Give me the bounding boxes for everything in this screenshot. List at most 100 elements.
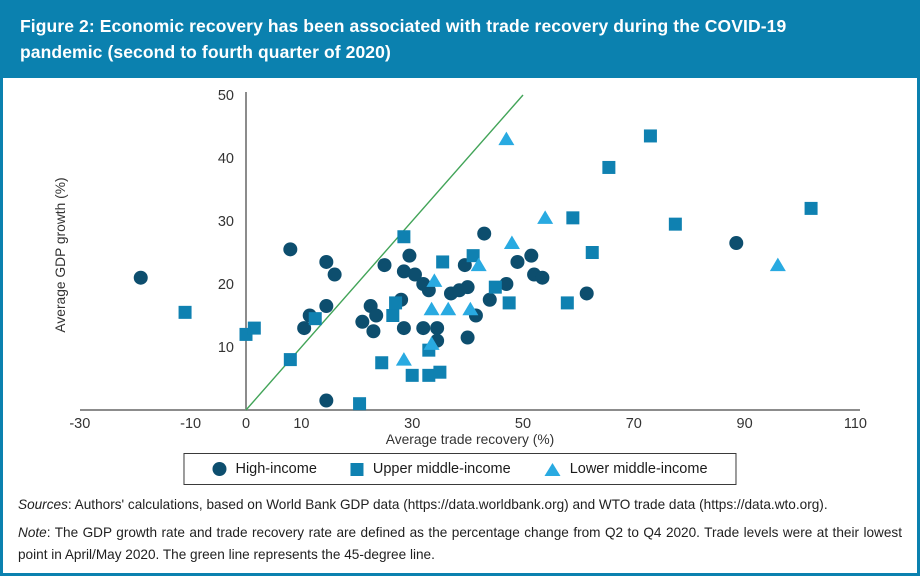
data-point-circle	[319, 393, 334, 408]
data-point-square	[375, 356, 389, 370]
data-point-circle	[460, 330, 475, 345]
data-point-square	[566, 211, 580, 225]
data-point-circle	[482, 292, 497, 307]
x-axis-title: Average trade recovery (%)	[386, 432, 554, 447]
x-tick-label: -30	[69, 416, 90, 432]
data-point-square	[488, 280, 502, 294]
data-point-circle	[499, 277, 514, 291]
data-point-square	[353, 397, 367, 411]
x-tick-label: 0	[242, 416, 250, 432]
data-point-circle	[283, 242, 298, 257]
data-point-circle	[535, 270, 550, 285]
data-point-circle	[377, 258, 392, 273]
data-point-circle	[477, 226, 492, 241]
data-point-square	[308, 312, 322, 326]
y-tick-label: 50	[218, 88, 234, 104]
figure-footer: Sources: Authors' calculations, based on…	[18, 494, 902, 572]
legend-label: Lower middle-income	[569, 461, 708, 477]
data-point-square	[668, 217, 682, 231]
data-point-square	[386, 309, 400, 322]
data-point-square	[585, 246, 599, 259]
circle-marker-icon	[212, 462, 227, 476]
x-tick-label: 70	[626, 416, 642, 432]
data-point-circle	[524, 248, 539, 263]
data-point-circle	[369, 308, 384, 323]
data-point-triangle	[498, 131, 515, 146]
data-point-triangle	[470, 257, 487, 272]
legend-item-high-income: High-income	[212, 461, 317, 477]
data-point-circle	[407, 267, 422, 282]
x-tick-label: 30	[404, 416, 420, 432]
data-point-square	[247, 321, 261, 335]
x-tick-label: 50	[515, 416, 531, 432]
legend-label: High-income	[235, 461, 317, 477]
data-point-circle	[729, 236, 744, 251]
data-point-triangle	[440, 301, 457, 316]
data-point-square	[178, 305, 192, 319]
data-point-square	[643, 129, 657, 143]
data-point-circle	[297, 321, 312, 336]
data-point-square	[466, 249, 480, 263]
data-point-circle	[327, 267, 342, 282]
data-point-square	[433, 365, 447, 379]
legend-item-upper-middle-income: Upper middle-income	[350, 461, 511, 477]
x-tick-label: -10	[180, 416, 201, 432]
data-point-square	[602, 160, 616, 174]
data-point-circle	[416, 321, 431, 336]
triangle-marker-icon	[544, 462, 561, 476]
x-tick-label: 110	[844, 416, 867, 432]
data-point-circle	[396, 264, 411, 279]
data-point-square	[436, 255, 450, 269]
data-point-triangle	[423, 301, 440, 316]
data-point-circle	[510, 254, 525, 269]
data-point-circle	[319, 254, 334, 269]
note-label: Note	[18, 525, 47, 541]
y-axis-title: Average GDP growth (%)	[53, 177, 68, 332]
data-point-square	[389, 296, 403, 310]
sources-text: : Authors' calculations, based on World …	[67, 497, 828, 512]
series-lower-middle-income	[395, 131, 786, 366]
legend-label: Upper middle-income	[372, 461, 511, 477]
data-point-triangle	[537, 210, 554, 224]
data-point-circle	[579, 286, 594, 301]
y-tick-label: 10	[218, 340, 234, 356]
data-point-triangle	[426, 273, 443, 287]
sources-label: Sources	[18, 497, 68, 512]
data-point-triangle	[769, 257, 786, 272]
data-point-circle	[319, 299, 334, 314]
data-point-triangle	[423, 336, 440, 350]
note-text: : The GDP growth rate and trade recovery…	[18, 525, 902, 563]
data-point-circle	[366, 324, 381, 339]
data-point-square	[397, 230, 411, 244]
figure-title: Figure 2: Economic recovery has been ass…	[20, 16, 787, 63]
y-tick-label: 30	[218, 214, 234, 230]
data-point-circle	[355, 314, 370, 329]
note-line: Note: The GDP growth rate and trade reco…	[18, 522, 902, 566]
data-point-square	[405, 368, 419, 382]
square-marker-icon	[350, 462, 364, 476]
data-point-circle	[430, 321, 445, 336]
series-high-income	[133, 226, 744, 408]
data-point-square	[422, 368, 436, 382]
y-tick-label: 20	[218, 277, 234, 293]
figure-header: Figure 2: Economic recovery has been ass…	[3, 3, 917, 78]
data-point-triangle	[462, 301, 479, 316]
data-point-circle	[133, 270, 148, 285]
data-point-square	[283, 353, 297, 367]
data-point-square	[804, 201, 818, 215]
data-point-circle	[460, 280, 475, 295]
data-point-square	[502, 296, 516, 310]
chart-legend: High-income Upper middle-income Lower midd…	[183, 453, 737, 485]
legend-item-lower-middle-income: Lower middle-income	[544, 461, 708, 477]
series-upper-middle-income	[178, 129, 818, 411]
data-point-triangle	[503, 235, 520, 250]
data-point-square	[560, 296, 574, 310]
y-tick-label: 40	[218, 151, 234, 167]
data-point-circle	[402, 248, 417, 263]
data-point-circle	[396, 321, 411, 336]
x-tick-label: 90	[737, 416, 753, 432]
sources-line: Sources: Authors' calculations, based on…	[18, 494, 902, 516]
x-tick-label: 10	[293, 416, 309, 432]
